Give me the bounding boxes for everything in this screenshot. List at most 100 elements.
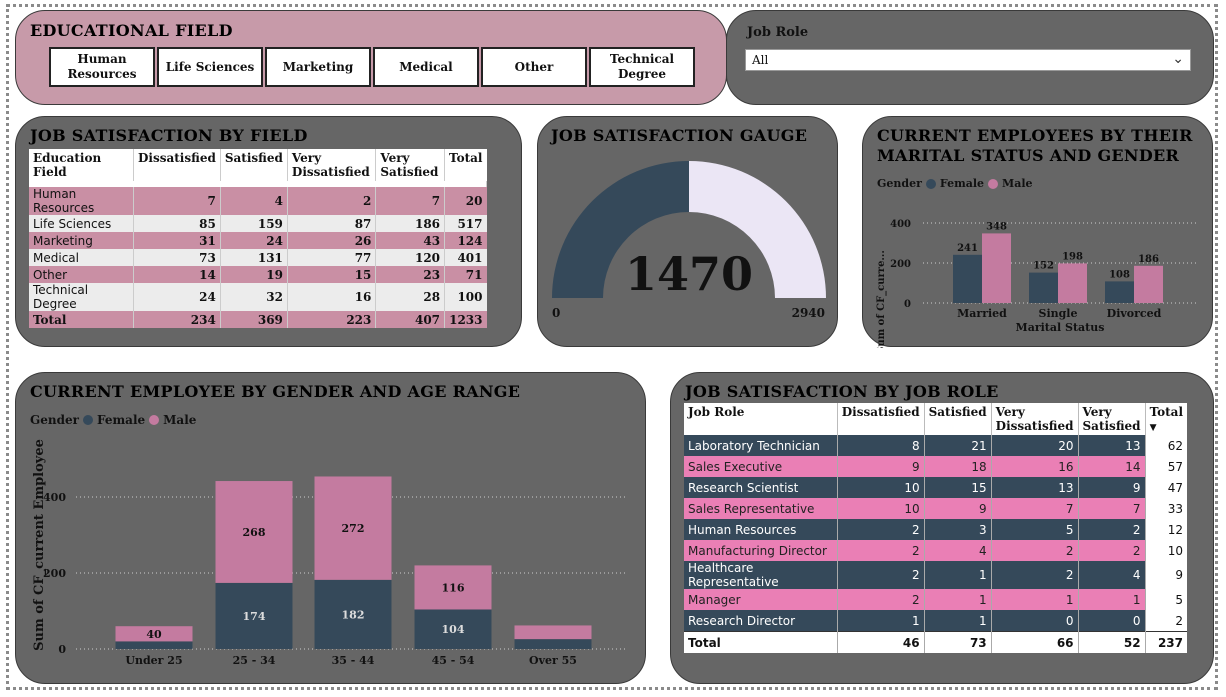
value-cell: 2: [837, 589, 925, 610]
table-row[interactable]: Sales Representative 10 9 7 7 33: [684, 498, 1187, 519]
value-cell: 1: [924, 589, 992, 610]
bar-female[interactable]: [1105, 281, 1134, 303]
role-table-card: JOB SATISFACTION BY JOB ROLE Job Role Di…: [670, 372, 1214, 684]
bar-female[interactable]: [1029, 272, 1058, 303]
gauge-title: JOB SATISFACTION GAUGE: [551, 126, 808, 145]
table-row[interactable]: Life Sciences 85 159 87 186 517: [29, 215, 487, 232]
y-tick-label: 0: [58, 643, 66, 656]
data-label: 116: [442, 581, 465, 594]
value-cell: 7: [133, 187, 221, 215]
value-cell: 1: [924, 610, 992, 632]
table-row[interactable]: Medical 73 131 77 120 401: [29, 249, 487, 266]
y-tick-label: 0: [904, 299, 911, 310]
y-tick-label: 200: [43, 567, 66, 580]
legend-male-label[interactable]: Male: [163, 413, 197, 427]
value-cell: 7: [991, 498, 1079, 519]
value-cell: 4: [924, 540, 992, 561]
edu-button-marketing[interactable]: Marketing: [265, 47, 371, 87]
bar-segment-male[interactable]: [115, 626, 193, 642]
value-cell: 19: [220, 266, 288, 283]
table-row[interactable]: Human Resources 7 4 2 7 20: [29, 187, 487, 215]
value-cell: 2: [837, 561, 925, 589]
x-tick-label: 25 - 34: [233, 654, 276, 667]
value-cell: 32: [220, 283, 288, 311]
field-col-total[interactable]: Total: [449, 151, 483, 165]
value-cell: 10: [837, 477, 925, 498]
x-tick-label: 45 - 54: [432, 654, 475, 667]
job-role-cell: Research Director: [684, 610, 838, 632]
table-row[interactable]: Marketing 31 24 26 43 124: [29, 232, 487, 249]
value-cell: 23: [375, 266, 446, 283]
table-row[interactable]: Other 14 19 15 23 71: [29, 266, 487, 283]
total-cell: 73: [924, 631, 992, 653]
value-cell: 7: [375, 187, 446, 215]
value-cell: 2: [837, 540, 925, 561]
value-cell: 1: [1078, 589, 1146, 610]
role-col-total[interactable]: Total ▼: [1145, 403, 1187, 435]
bar-segment-female[interactable]: [215, 582, 293, 649]
role-col-satisfied[interactable]: Satisfied: [924, 403, 992, 435]
data-label: 186: [1138, 254, 1159, 265]
legend-female-label[interactable]: Female: [96, 413, 146, 427]
jobrole-dropdown-value: All: [752, 53, 769, 67]
marital-bar-chart: Sum of CF_curre... Marital Status 0 200 40…: [876, 219, 1198, 348]
bar-female[interactable]: [953, 254, 982, 303]
edu-button-technical-degree[interactable]: Technical Degree: [589, 47, 695, 87]
bar-segment-female[interactable]: [314, 579, 392, 649]
value-cell: 43: [375, 232, 446, 249]
bar-segment-male[interactable]: [514, 625, 592, 640]
data-label: 268: [243, 526, 266, 539]
field-col-dissatisfied[interactable]: Dissatisfied: [133, 149, 221, 181]
value-cell: 2: [1078, 519, 1146, 540]
bar-male[interactable]: [1058, 263, 1087, 303]
field-col-very-dissatisfied[interactable]: Very Dissatisfied: [287, 149, 377, 181]
bar-segment-male[interactable]: [215, 481, 293, 583]
role-col-very-dissatisfied[interactable]: Very Dissatisfied: [991, 403, 1079, 435]
bar-male[interactable]: [1134, 265, 1163, 303]
table-row[interactable]: Manager 2 1 1 1 5: [684, 589, 1187, 610]
bar-segment-female[interactable]: [514, 639, 592, 649]
table-row[interactable]: Healthcare Representative 2 1 2 4 9: [684, 561, 1187, 589]
value-cell: 10: [1145, 540, 1187, 561]
jobrole-filter-card: Job Role All ⌄: [726, 10, 1214, 105]
value-cell: 21: [924, 435, 992, 456]
bar-segment-male[interactable]: [414, 565, 492, 610]
legend-female-label[interactable]: Female: [939, 177, 985, 190]
table-row[interactable]: Laboratory Technician 8 21 20 13 62: [684, 435, 1187, 456]
table-row[interactable]: Human Resources 2 3 5 2 12: [684, 519, 1187, 540]
table-row[interactable]: Sales Executive 9 18 16 14 57: [684, 456, 1187, 477]
value-cell: 1: [924, 561, 992, 589]
role-table-header: Job Role Dissatisfied Satisfied Very Dis…: [684, 403, 1187, 435]
table-row[interactable]: Manufacturing Director 2 4 2 2 10: [684, 540, 1187, 561]
legend-title: Gender: [877, 177, 922, 190]
field-col-satisfied[interactable]: Satisfied: [220, 149, 288, 181]
edu-button-other[interactable]: Other: [481, 47, 587, 87]
edu-button-life-sciences[interactable]: Life Sciences: [157, 47, 263, 87]
job-role-cell: Human Resources: [684, 519, 838, 540]
y-tick-label: 200: [890, 259, 911, 270]
field-col-very-satisfied[interactable]: Very Satisfied: [375, 149, 446, 181]
role-col-job-role[interactable]: Job Role: [684, 403, 838, 435]
bar-segment-female[interactable]: [414, 609, 492, 649]
table-row[interactable]: Research Director 1 1 0 0 2: [684, 610, 1187, 632]
bar-segment-male[interactable]: [314, 476, 392, 580]
value-cell: 57: [1145, 456, 1187, 477]
edu-button-human-resources[interactable]: Human Resources: [49, 47, 155, 87]
edu-button-medical[interactable]: Medical: [373, 47, 479, 87]
job-role-cell: Manufacturing Director: [684, 540, 838, 561]
jobrole-dropdown[interactable]: All ⌄: [745, 49, 1191, 71]
legend-male-label[interactable]: Male: [1002, 177, 1033, 190]
table-row[interactable]: Technical Degree 24 32 16 28 100: [29, 283, 487, 311]
bar-segment-female[interactable]: [115, 641, 193, 649]
value-cell: 15: [924, 477, 992, 498]
value-cell: 120: [375, 249, 446, 266]
role-col-very-satisfied[interactable]: Very Satisfied: [1078, 403, 1146, 435]
role-col-dissatisfied[interactable]: Dissatisfied: [837, 403, 925, 435]
value-cell: 62: [1145, 435, 1187, 456]
value-cell: 9: [1145, 561, 1187, 589]
field-col-education[interactable]: Education Field: [29, 149, 134, 181]
field-table-header: Education Field Dissatisfied Satisfied V…: [29, 149, 487, 181]
bar-male[interactable]: [982, 233, 1011, 303]
table-row[interactable]: Research Scientist 10 15 13 9 47: [684, 477, 1187, 498]
y-tick-label: 400: [43, 491, 66, 504]
